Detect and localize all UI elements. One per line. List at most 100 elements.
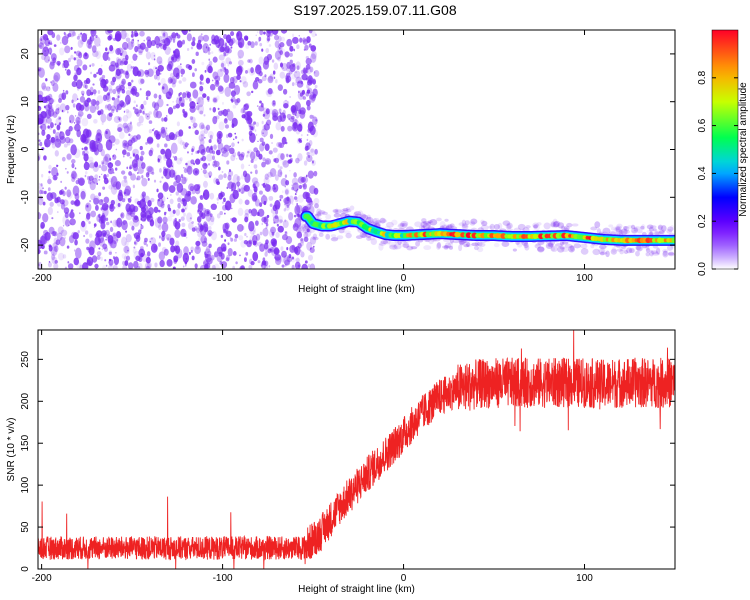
noise-blob (292, 36, 299, 44)
noise-blob (125, 142, 130, 148)
noise-blob (290, 115, 295, 120)
noise-blob (229, 145, 231, 148)
noise-blob (185, 165, 191, 173)
noise-blob (301, 73, 308, 81)
noise-blob (192, 89, 199, 99)
ridge-point (524, 234, 529, 239)
noise-blob (166, 197, 169, 200)
noise-blob (167, 216, 173, 222)
halo-blob (535, 242, 542, 247)
noise-blob (236, 66, 243, 76)
ridge-peaks (307, 216, 675, 244)
noise-blob (110, 105, 116, 112)
noise-blob (297, 123, 303, 132)
halo-blob (353, 212, 359, 218)
noise-blob (188, 221, 194, 230)
noise-blob (125, 230, 128, 233)
noise-blob (111, 108, 115, 114)
noise-blob (295, 114, 297, 117)
ridge-point (671, 237, 675, 244)
noise-blob (59, 47, 65, 56)
noise-blob (176, 121, 180, 127)
ridge-point (425, 231, 431, 237)
noise-blob (226, 134, 229, 139)
noise-blob (137, 39, 139, 42)
noise-blob (141, 177, 148, 187)
noise-blob (206, 257, 213, 265)
noise-blob (237, 187, 241, 193)
noise-blob (123, 191, 126, 195)
halo-blob (670, 225, 675, 231)
noise-blob (141, 162, 146, 170)
noise-blob (102, 186, 106, 190)
noise-blob (129, 134, 134, 142)
noise-blob (68, 224, 70, 227)
noise-blob (184, 142, 189, 148)
noise-blob (212, 106, 217, 113)
noise-blob (211, 51, 214, 54)
halo-blob (386, 221, 394, 228)
noise-blob (43, 250, 48, 255)
noise-blob (78, 51, 83, 59)
noise-blob (94, 174, 99, 180)
noise-blob (274, 34, 279, 41)
noise-blob (135, 153, 140, 161)
noise-blob (204, 263, 209, 269)
noise-blob (241, 191, 244, 195)
noise-blob (130, 65, 133, 69)
halo-blob (597, 248, 606, 253)
noise-blob (128, 262, 134, 269)
noise-blob (73, 122, 76, 124)
halo-blob (303, 205, 312, 211)
bottom-x-tick-label: -200 (32, 573, 52, 584)
noise-blob (176, 157, 182, 165)
noise-blob (208, 163, 210, 166)
noise-blob (50, 122, 54, 129)
noise-blob (71, 163, 75, 169)
noise-blob (124, 185, 132, 196)
halo-blob (648, 227, 654, 232)
noise-blob (288, 195, 294, 204)
noise-blob (56, 34, 61, 41)
noise-blob (132, 153, 136, 157)
noise-blob (186, 33, 192, 42)
noise-blob (226, 108, 230, 112)
noise-blob (75, 179, 80, 185)
noise-blob (283, 88, 288, 95)
noise-blob (217, 68, 224, 78)
noise-blob (310, 53, 317, 63)
noise-blob (247, 189, 254, 197)
noise-blob (254, 169, 258, 175)
noise-blob (118, 118, 121, 121)
noise-blob (105, 217, 109, 221)
noise-blob (178, 80, 182, 84)
noise-blob (60, 41, 62, 44)
noise-blob (208, 232, 212, 237)
noise-blob (54, 245, 59, 253)
halo-blob (342, 208, 349, 212)
noise-blob (140, 223, 143, 226)
noise-blob (130, 41, 135, 48)
noise-blob (148, 149, 153, 157)
noise-blob (278, 46, 281, 50)
halo-blob (414, 221, 422, 228)
noise-blob (38, 118, 44, 125)
noise-blob (306, 228, 310, 233)
noise-blob (201, 240, 208, 247)
noise-blob (252, 240, 257, 246)
noise-blob (156, 56, 163, 65)
colorbar-tick-label: 0.6 (697, 118, 708, 132)
halo-blob (459, 240, 465, 246)
noise-blob (139, 145, 143, 151)
noise-blob (161, 176, 164, 179)
noise-blob (195, 246, 200, 250)
noise-blob (313, 197, 320, 205)
noise-blob (90, 99, 97, 106)
noise-blob (49, 42, 53, 46)
noise-blob (192, 122, 198, 128)
noise-blob (293, 214, 297, 218)
noise-blob (133, 246, 136, 249)
noise-blob (52, 82, 59, 92)
noise-blob (243, 184, 250, 192)
noise-blob (275, 122, 282, 131)
